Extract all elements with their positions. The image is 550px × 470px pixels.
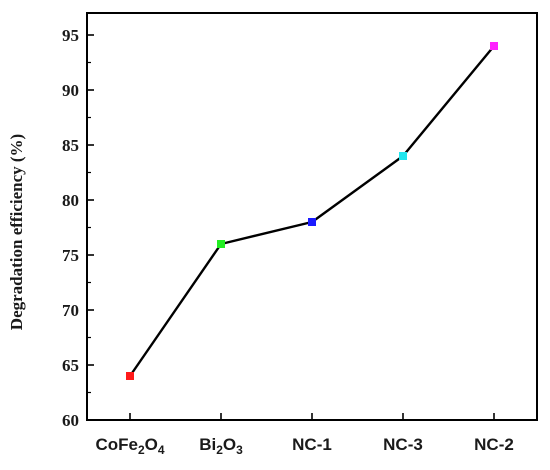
- series-layer: [129, 45, 495, 377]
- y-tick-label: 60: [62, 411, 79, 430]
- x-tick-label: CoFe2O4: [95, 435, 164, 457]
- y-tick-label: 65: [62, 356, 79, 375]
- data-point-marker: [217, 240, 225, 248]
- data-point-marker: [126, 372, 134, 380]
- x-tick-label: NC-1: [292, 435, 332, 454]
- y-tick-label: 80: [62, 191, 79, 210]
- y-tick-label: 95: [62, 26, 79, 45]
- data-point-marker: [490, 42, 498, 50]
- data-point-marker: [399, 152, 407, 160]
- series-line: [129, 45, 495, 377]
- y-tick-label: 70: [62, 301, 79, 320]
- y-axis-label: Degradation efficiency (%): [7, 134, 26, 330]
- markers-layer: [126, 42, 498, 380]
- y-tick-label: 75: [62, 246, 79, 265]
- x-tick-label: NC-2: [474, 435, 514, 454]
- data-point-marker: [308, 218, 316, 226]
- x-tick-label: Bi2O3: [199, 435, 243, 457]
- ticks-layer: 60 65 70 75 80 85 90 95 CoFe2O4 Bi2O3 NC-1 NC-3 NC-2: [62, 26, 514, 457]
- y-tick-label: 85: [62, 136, 79, 155]
- x-tick-label: NC-3: [383, 435, 423, 454]
- y-tick-label: 90: [62, 81, 79, 100]
